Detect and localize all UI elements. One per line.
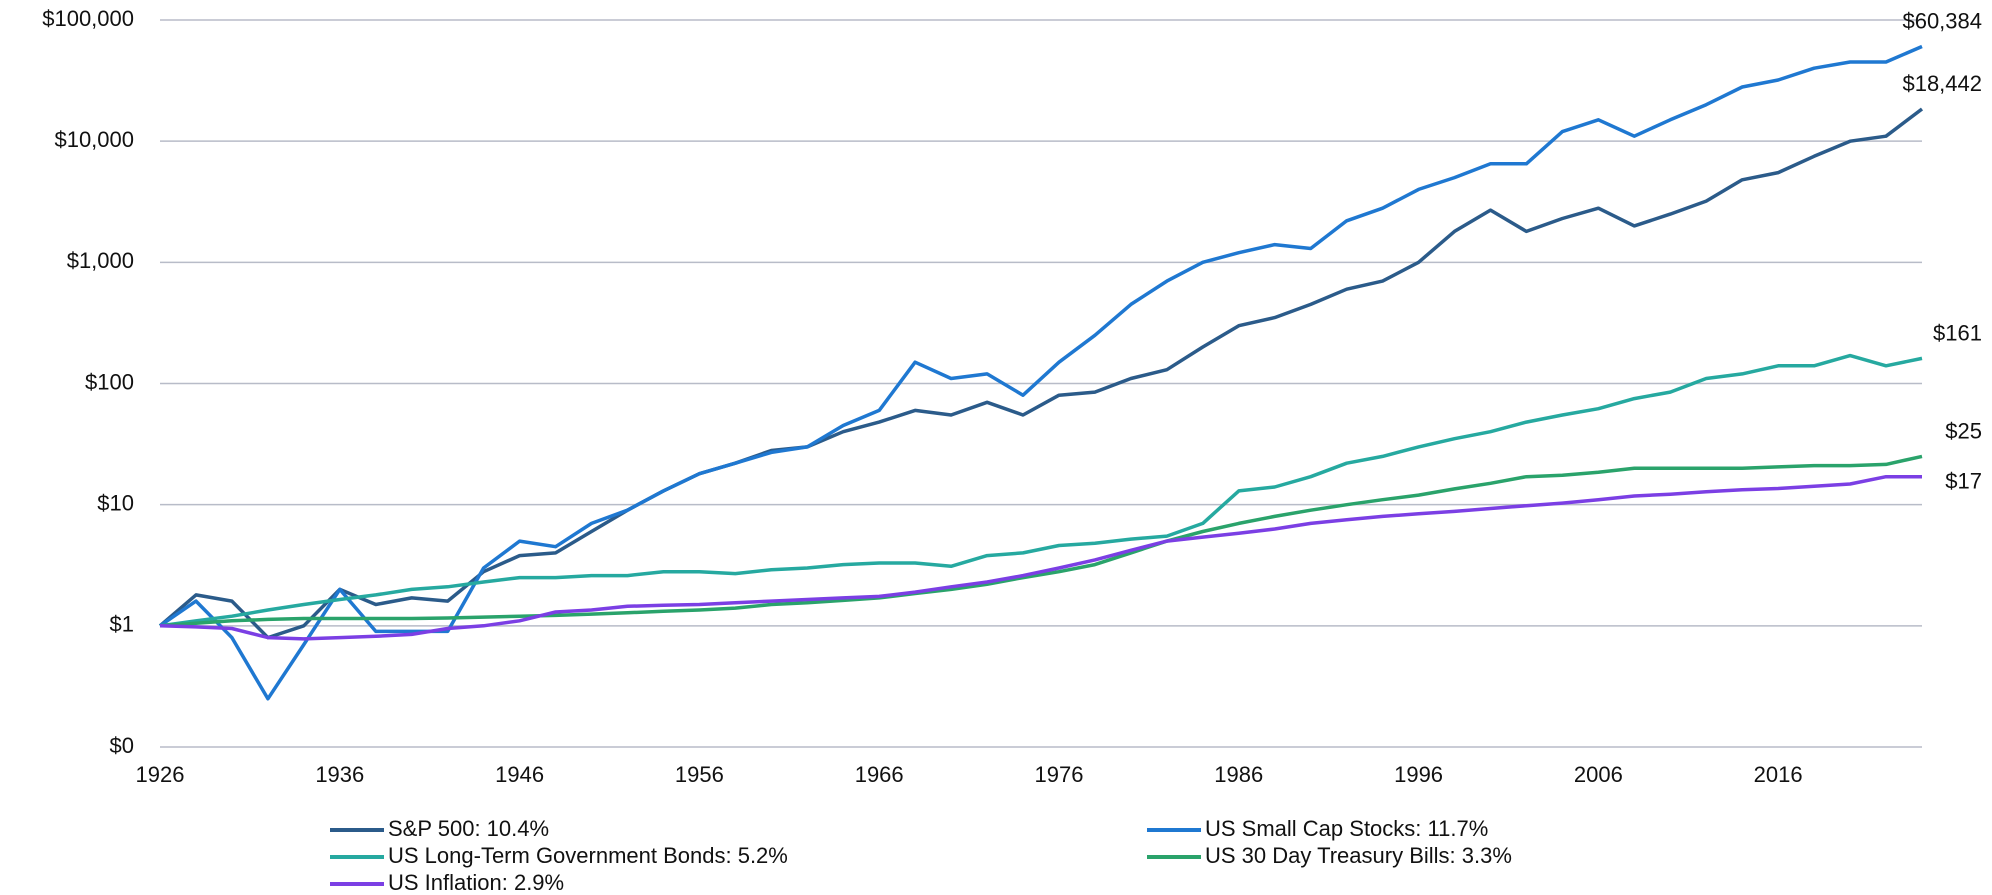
x-tick-label: 1956 [675, 762, 724, 787]
y-tick-label: $10 [97, 490, 134, 515]
end-label: $17 [1945, 469, 1982, 494]
end-label: $25 [1945, 418, 1982, 443]
legend-label: US Long-Term Government Bonds: 5.2% [388, 843, 788, 868]
x-tick-label: 1926 [136, 762, 185, 787]
x-tick-label: 1996 [1394, 762, 1443, 787]
x-tick-label: 1936 [315, 762, 364, 787]
y-tick-label: $0 [110, 733, 134, 758]
x-tick-label: 1946 [495, 762, 544, 787]
series-line [159, 454, 1923, 628]
y-tick-label: $10,000 [54, 127, 134, 152]
y-tick-label: $1 [110, 612, 134, 637]
legend-label: US Small Cap Stocks: 11.7% [1205, 816, 1488, 841]
y-tick-label: $100 [85, 369, 134, 394]
legend-label: S&P 500: 10.4% [388, 816, 549, 841]
series-line [158, 107, 1924, 640]
end-label: $60,384 [1902, 8, 1982, 33]
series-line [159, 474, 1922, 641]
x-tick-label: 1986 [1214, 762, 1263, 787]
series-line [159, 353, 1923, 628]
x-tick-label: 1966 [855, 762, 904, 787]
x-tick-label: 1976 [1035, 762, 1084, 787]
series-line [159, 44, 1923, 701]
y-tick-label: $1,000 [67, 248, 134, 273]
x-tick-label: 2016 [1754, 762, 1803, 787]
legend-label: US 30 Day Treasury Bills: 3.3% [1205, 843, 1512, 868]
end-label: $161 [1933, 320, 1982, 345]
legend-label: US Inflation: 2.9% [388, 870, 564, 895]
end-label: $18,442 [1902, 71, 1982, 96]
y-tick-label: $100,000 [42, 6, 134, 31]
x-tick-label: 2006 [1574, 762, 1623, 787]
